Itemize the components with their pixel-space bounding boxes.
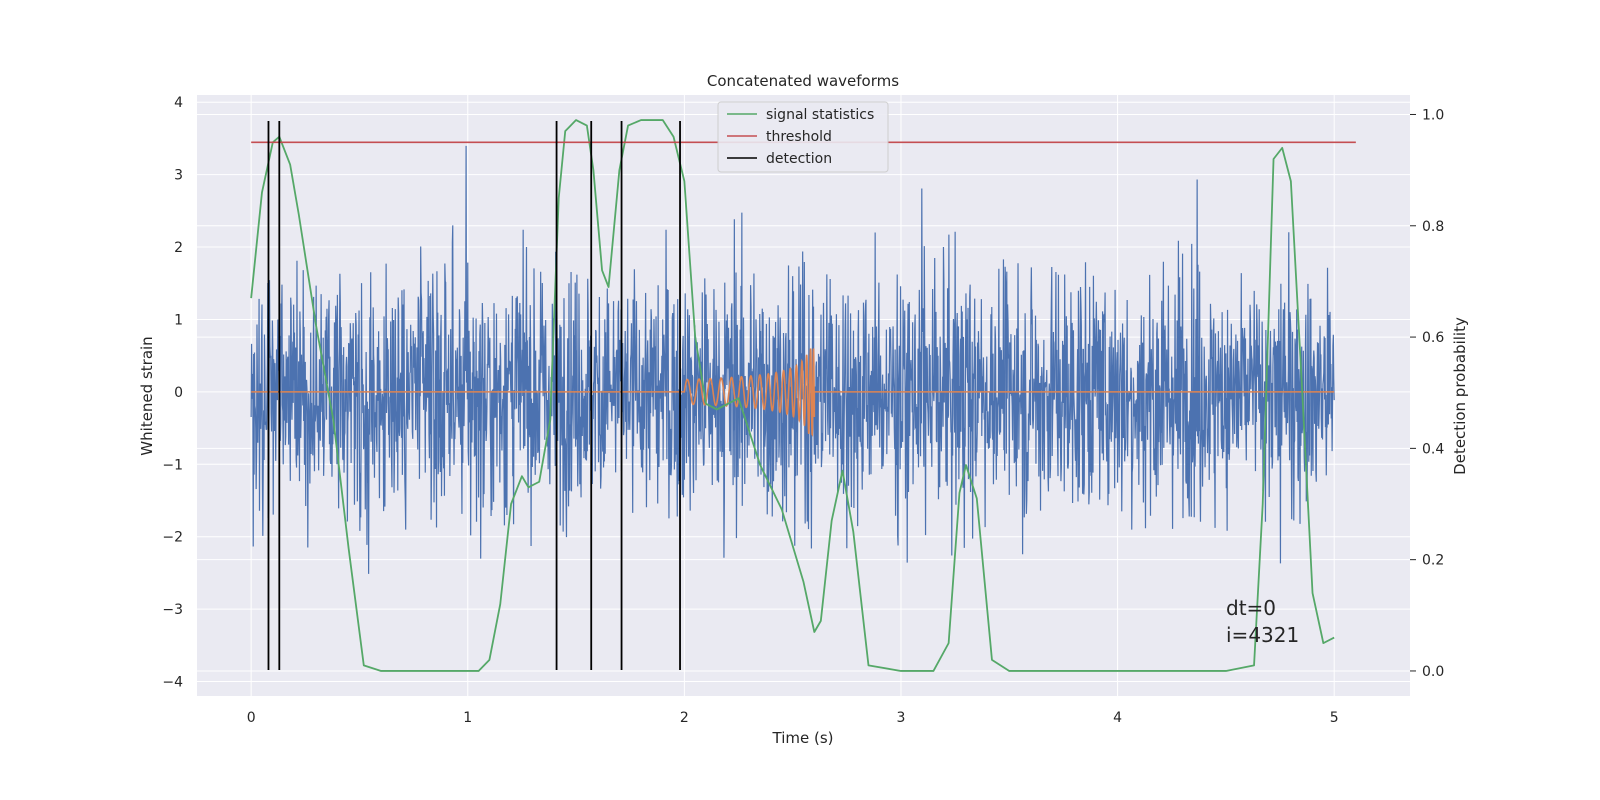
y2-tick-label: 0.8: [1422, 219, 1444, 235]
y2-axis-label: Detection probability: [1451, 317, 1469, 475]
y-tick-label: 3: [174, 168, 183, 184]
noise-trace: [250, 145, 1335, 574]
y-tick-label: 4: [174, 95, 183, 111]
noise-series: [250, 145, 1335, 574]
y-tick-label: 0: [174, 385, 183, 401]
y2-tick-label: 1.0: [1422, 107, 1444, 123]
x-tick-label: 3: [897, 710, 906, 726]
x-tick-label: 0: [247, 710, 256, 726]
y-tick-label: 2: [174, 240, 183, 256]
x-tick-label: 4: [1113, 710, 1122, 726]
statistic-series: [250, 119, 1335, 672]
y-tick-label: 1: [174, 312, 183, 328]
y2-tick-label: 0.2: [1422, 553, 1444, 569]
annotation-index: i=4321: [1226, 623, 1299, 647]
y2-tick-label: 0.4: [1422, 441, 1444, 457]
y2-tick-label: 0.6: [1422, 330, 1444, 346]
axis-ticks: 0 1 2 3 4 5 −4 −3 −2 −1 0 1 2 3 4 0.0 0.2 0.4 0.6 0.8 1.0: [162, 95, 1444, 726]
x-tick-label: 1: [463, 710, 472, 726]
x-axis-label: Time (s): [772, 729, 834, 747]
chart-title: Concatenated waveforms: [707, 72, 899, 90]
y-tick-label: −3: [162, 602, 183, 618]
y-tick-label: −2: [162, 530, 183, 546]
x-tick-label: 5: [1330, 710, 1339, 726]
y2-tick-label: 0.0: [1422, 664, 1444, 680]
legend-box: [717, 101, 889, 173]
legend-label-threshold: threshold: [766, 129, 832, 145]
statistic-line: [250, 119, 1335, 672]
annotation-dt: dt=0: [1226, 596, 1276, 620]
legend-label-detection: detection: [766, 151, 832, 167]
legend-label-statistic: signal statistics: [766, 107, 874, 123]
legend: signal statistics threshold detection: [717, 101, 889, 173]
y-tick-label: −4: [162, 675, 183, 691]
x-tick-label: 2: [680, 710, 689, 726]
detection-lines: [267, 121, 681, 670]
y-axis-label: Whitened strain: [138, 336, 156, 455]
y-tick-label: −1: [162, 457, 183, 473]
